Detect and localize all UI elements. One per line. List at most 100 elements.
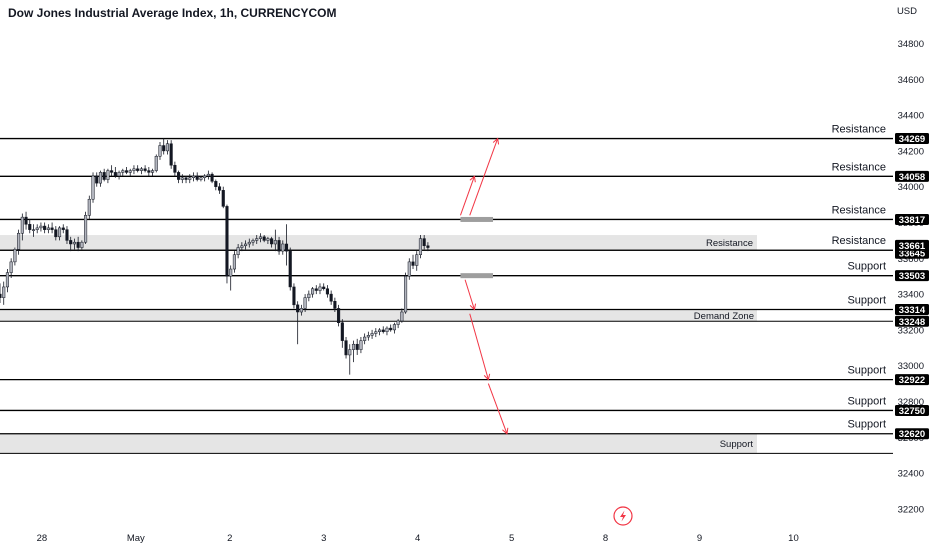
- candle-body: [244, 243, 248, 247]
- candle-body: [39, 225, 43, 229]
- candle-body: [0, 293, 2, 298]
- price-tag: [895, 270, 929, 282]
- candle-body: [299, 308, 303, 313]
- price-tag: [895, 170, 929, 182]
- candle-body: [389, 327, 393, 331]
- y-tick-label: 32400: [898, 469, 924, 480]
- candle-body: [351, 343, 356, 350]
- candle-body: [203, 175, 207, 179]
- candle-body: [385, 327, 389, 332]
- candle-body: [31, 229, 36, 231]
- candle-body: [236, 247, 240, 255]
- price-tag-label: 32750: [899, 406, 925, 417]
- candle-body: [296, 304, 300, 313]
- candle-body: [57, 227, 62, 238]
- y-tick-label: 32200: [898, 504, 924, 515]
- candle-body: [355, 343, 359, 350]
- candle-body: [121, 170, 125, 173]
- price-tags: 34269 34058 33817 33645 33503 33314 32922 32750…: [895, 133, 929, 440]
- candle-body: [173, 164, 177, 173]
- candle-body: [50, 227, 54, 230]
- arrow-head: [492, 137, 500, 145]
- price-tag: [895, 374, 929, 386]
- candle-body: [426, 245, 430, 248]
- candle-body: [337, 308, 341, 323]
- price-tag-label: 32922: [899, 375, 925, 386]
- candle-body: [61, 227, 65, 230]
- level-label: Support: [847, 395, 886, 407]
- candle-body: [46, 227, 50, 230]
- candle-body: [303, 297, 307, 309]
- price-tag-label: 33248: [899, 317, 925, 328]
- candle-body: [154, 156, 158, 171]
- candle-body: [117, 172, 121, 177]
- x-tick-label: 9: [697, 533, 702, 544]
- candle-body: [2, 286, 6, 298]
- zone-label: Demand Zone: [694, 311, 754, 322]
- overlay-layer: [459, 137, 509, 435]
- zone-rect: [0, 433, 757, 454]
- candle-body: [80, 241, 84, 248]
- zone-rect: [0, 309, 757, 322]
- candle-body: [404, 275, 408, 313]
- price-tag-label: 33645: [899, 249, 926, 260]
- y-tick-label: 34000: [898, 182, 924, 193]
- candle-body: [151, 170, 155, 173]
- candle-body: [87, 198, 91, 216]
- candle-body: [206, 173, 210, 177]
- candle-body: [311, 288, 315, 295]
- y-tick-label: 33600: [898, 254, 924, 265]
- lightning-icon[interactable]: [613, 506, 633, 526]
- level-label: Support: [847, 419, 886, 431]
- candle-body: [143, 168, 147, 171]
- price-tag-label: 33817: [899, 215, 925, 226]
- candle-body: [191, 175, 196, 179]
- candle-body: [318, 286, 322, 291]
- candle-body: [43, 225, 47, 230]
- candle-body: [422, 238, 426, 247]
- candle-body: [266, 238, 270, 241]
- candle-body: [124, 170, 129, 173]
- price-tag-label: 34269: [899, 134, 925, 145]
- candle-body: [184, 177, 188, 180]
- candle-body: [28, 224, 32, 230]
- x-tick-label: 5: [509, 533, 514, 544]
- candle-body: [418, 238, 423, 255]
- projection-arrow: [469, 138, 499, 216]
- candle-body: [221, 190, 225, 207]
- projection-bar: [460, 273, 494, 279]
- arrow-head: [502, 427, 509, 435]
- candle-body: [214, 181, 218, 187]
- candle-body: [225, 206, 229, 277]
- chart-title: Dow Jones Industrial Average Index, 1h, …: [8, 6, 337, 20]
- candle-body: [251, 240, 255, 243]
- candle-body: [91, 175, 95, 200]
- projection-arrow: [464, 279, 475, 310]
- candle-body: [381, 329, 385, 332]
- candle-body: [333, 301, 337, 309]
- candle-body: [9, 261, 13, 273]
- candle-body: [13, 249, 17, 263]
- candle-body: [69, 240, 73, 245]
- candle-body: [344, 340, 348, 356]
- candle-body: [262, 236, 266, 241]
- price-tag: [895, 213, 929, 225]
- y-tick-label: 34600: [898, 75, 924, 86]
- candle-body: [392, 324, 396, 331]
- y-axis: 3220032400326003280033000332003340033600…: [898, 39, 924, 515]
- candle-body: [258, 236, 263, 239]
- candle-body: [411, 261, 415, 266]
- candle-body: [329, 293, 333, 302]
- arrow-head: [483, 373, 491, 381]
- price-tag-label: 34058: [899, 172, 925, 183]
- price-tag: [895, 303, 929, 315]
- candle-body: [76, 241, 80, 248]
- price-tag-label: 33314: [899, 305, 926, 316]
- price-tag: [895, 315, 929, 327]
- candle-body: [162, 145, 166, 152]
- x-tick-label: 10: [788, 533, 799, 544]
- candle-body: [72, 241, 76, 245]
- currency-label: USD: [897, 6, 917, 17]
- candle-body: [232, 254, 236, 270]
- candle-body: [139, 168, 143, 171]
